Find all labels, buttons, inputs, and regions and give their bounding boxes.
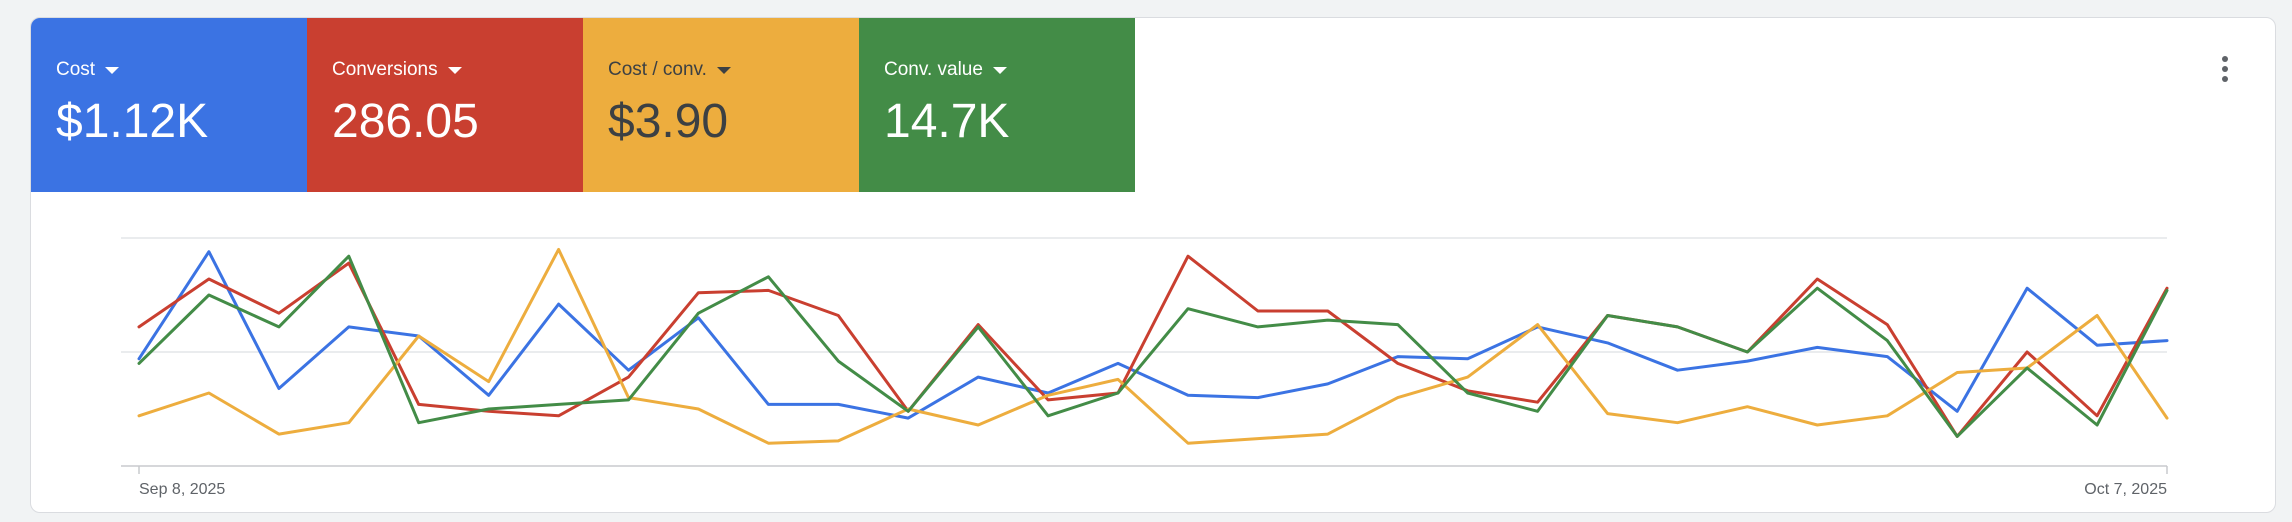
series-line-cost (137, 250, 2169, 420)
caret-down-icon (716, 66, 731, 74)
caret-down-icon (992, 66, 1007, 74)
metric-tile-conv-value[interactable]: Conv. value 14.7K (859, 18, 1135, 192)
x-tick-label: Sep 8, 2025 (139, 481, 225, 498)
x-tick-label: Oct 7, 2025 (2084, 481, 2167, 498)
series-line-cost-conv (137, 247, 2169, 445)
performance-card: Cost $1.12K Conversions 286.05 Cost / co… (30, 17, 2276, 513)
more-vert-icon[interactable] (2213, 56, 2237, 86)
line-chart: Sep 8, 2025 Oct 7, 2025 (121, 237, 2169, 498)
metric-value: $3.90 (608, 95, 729, 148)
metric-label: Cost (56, 59, 96, 80)
metric-tile-conversions[interactable]: Conversions 286.05 (307, 18, 583, 192)
metric-label: Cost / conv. (608, 59, 707, 80)
metric-tile-cost-per-conv[interactable]: Cost / conv. $3.90 (583, 18, 859, 192)
metric-tiles: Cost $1.12K Conversions 286.05 Cost / co… (31, 18, 1135, 192)
caret-down-icon (447, 66, 462, 74)
metric-tile-cost[interactable]: Cost $1.12K (31, 18, 307, 192)
metric-value: 286.05 (332, 95, 479, 148)
metric-value: 14.7K (884, 95, 1010, 148)
series-line-conv-value (137, 254, 2169, 438)
metric-label: Conv. value (884, 59, 983, 80)
metric-label: Conversions (332, 59, 438, 80)
metric-value: $1.12K (56, 95, 209, 148)
caret-down-icon (105, 66, 120, 74)
